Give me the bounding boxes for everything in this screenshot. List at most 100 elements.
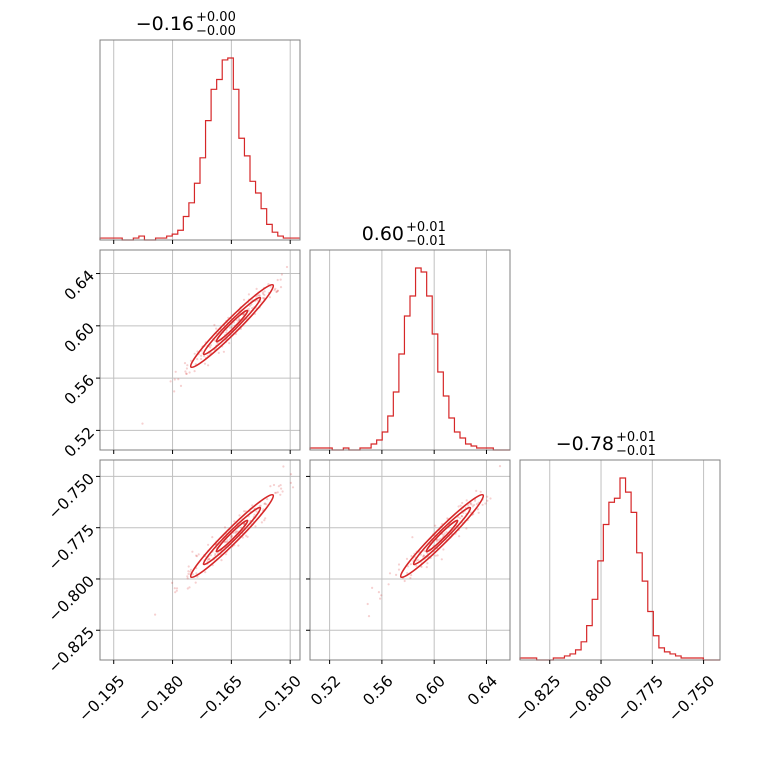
sample-point bbox=[465, 499, 468, 502]
sample-point bbox=[366, 602, 369, 606]
sample-point bbox=[442, 534, 445, 537]
sample-point bbox=[477, 511, 480, 514]
sample-point bbox=[269, 285, 272, 288]
sample-point bbox=[426, 562, 429, 565]
sample-point bbox=[175, 589, 178, 592]
sample-point bbox=[263, 296, 266, 300]
sample-point bbox=[209, 554, 213, 557]
panel-title-minus: −0.01 bbox=[616, 444, 656, 459]
sample-point bbox=[187, 572, 190, 576]
sample-point bbox=[215, 327, 218, 330]
sample-point bbox=[207, 558, 211, 561]
sample-point bbox=[174, 591, 177, 594]
sample-point bbox=[186, 575, 189, 578]
sample-point bbox=[276, 278, 279, 282]
sample-point bbox=[200, 354, 203, 357]
sample-point bbox=[279, 286, 283, 289]
sample-point bbox=[489, 497, 492, 500]
sample-point bbox=[434, 554, 437, 557]
sample-point bbox=[233, 520, 236, 523]
sample-point bbox=[216, 342, 219, 345]
sample-point bbox=[191, 573, 194, 576]
y-tick-label: 0.64 bbox=[61, 267, 98, 304]
sample-point bbox=[397, 568, 401, 571]
sample-point bbox=[406, 565, 410, 568]
sample-point bbox=[251, 307, 254, 310]
sample-point bbox=[274, 491, 277, 494]
sample-point bbox=[202, 354, 206, 358]
histogram-panel-0: −0.16 +0.00−0.00 bbox=[99, 10, 301, 244]
panel-title-plus: +0.00 bbox=[196, 10, 236, 25]
sample-point bbox=[197, 553, 200, 556]
sample-point bbox=[440, 558, 443, 561]
y-tick-label: 0.60 bbox=[61, 319, 98, 356]
sample-point bbox=[226, 539, 229, 542]
sample-point bbox=[460, 515, 463, 518]
sample-point bbox=[388, 572, 392, 575]
y-tick-label: −0.800 bbox=[45, 572, 98, 625]
sample-point bbox=[264, 502, 267, 505]
sample-point bbox=[411, 536, 414, 539]
sample-point bbox=[473, 503, 476, 507]
sample-point bbox=[225, 329, 228, 332]
sample-point bbox=[232, 531, 235, 535]
panel-title-minus: −0.00 bbox=[196, 24, 236, 39]
sample-point bbox=[238, 317, 241, 320]
sample-point bbox=[442, 548, 445, 551]
sample-point bbox=[377, 591, 380, 594]
sample-point bbox=[277, 485, 280, 488]
sample-point bbox=[446, 517, 449, 520]
sample-point bbox=[256, 294, 259, 297]
sample-point bbox=[186, 364, 189, 367]
sample-point bbox=[255, 510, 258, 513]
sample-point bbox=[459, 504, 462, 507]
panel-title-minus: −0.01 bbox=[406, 234, 446, 249]
sample-point bbox=[417, 558, 420, 562]
sample-point bbox=[224, 540, 228, 543]
sample-point bbox=[445, 531, 448, 534]
panel-title-median: −0.78 bbox=[556, 433, 614, 455]
sample-point bbox=[289, 473, 293, 476]
sample-point bbox=[195, 572, 198, 575]
sample-point bbox=[387, 583, 390, 586]
sample-point bbox=[246, 535, 249, 539]
sample-point bbox=[251, 504, 254, 507]
x-tick-label: −0.825 bbox=[511, 672, 564, 725]
sample-point bbox=[282, 465, 285, 468]
sample-point bbox=[486, 495, 489, 498]
scatter-panel-2-0 bbox=[96, 459, 301, 664]
sample-point bbox=[185, 372, 188, 375]
x-tick-label: −0.150 bbox=[252, 672, 305, 725]
sample-point bbox=[235, 530, 238, 533]
sample-point bbox=[263, 502, 266, 505]
sample-point bbox=[209, 346, 212, 349]
panel-frame bbox=[99, 459, 301, 661]
sample-point bbox=[458, 535, 461, 538]
sample-point bbox=[200, 357, 203, 361]
sample-point bbox=[173, 587, 176, 590]
y-tick-label: −0.825 bbox=[45, 624, 98, 677]
density-contour-1 bbox=[202, 296, 262, 356]
sample-point bbox=[259, 504, 262, 507]
panel-frame bbox=[309, 249, 511, 451]
sample-point bbox=[240, 526, 243, 529]
sample-point bbox=[230, 534, 233, 537]
sample-point bbox=[395, 573, 398, 577]
sample-point bbox=[195, 555, 199, 558]
sample-point bbox=[457, 505, 460, 508]
sample-point bbox=[204, 571, 207, 574]
sample-point bbox=[213, 323, 216, 327]
sample-point bbox=[209, 344, 213, 347]
panel-title-plus: +0.01 bbox=[406, 220, 446, 235]
sample-point bbox=[422, 555, 425, 558]
y-tick-label: 0.56 bbox=[61, 371, 98, 408]
density-contour-2 bbox=[215, 519, 249, 553]
panel-frame bbox=[99, 39, 301, 241]
sample-point bbox=[230, 536, 233, 539]
sample-point bbox=[469, 511, 472, 514]
sample-point bbox=[475, 503, 478, 506]
sample-point bbox=[247, 307, 250, 310]
sample-point bbox=[380, 594, 383, 597]
panel-title-plus: +0.01 bbox=[616, 430, 656, 445]
sample-point bbox=[274, 287, 277, 290]
